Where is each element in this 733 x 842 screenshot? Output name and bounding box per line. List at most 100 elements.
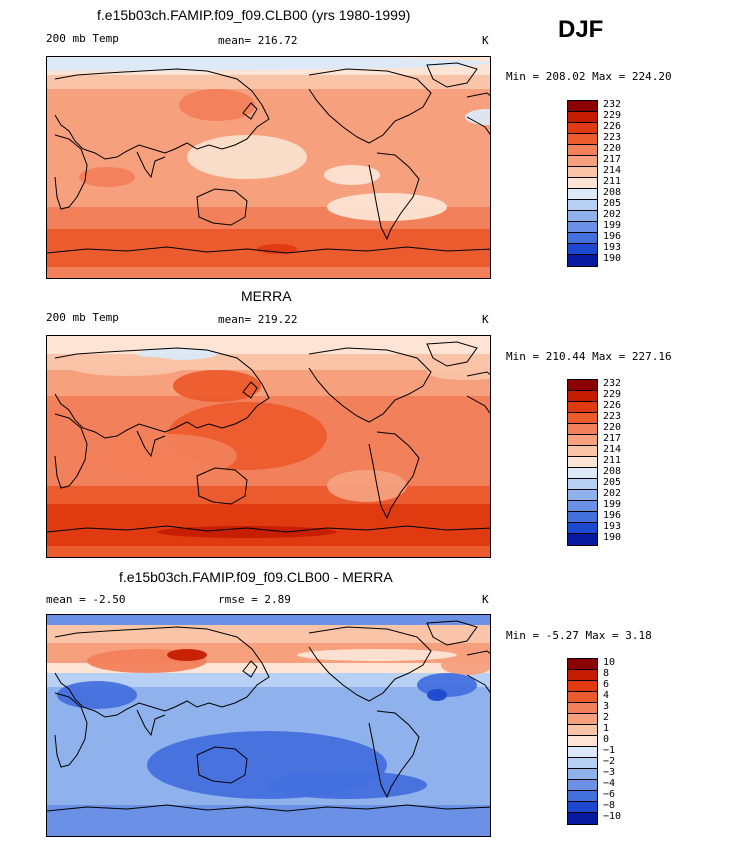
field-blob: [173, 370, 261, 402]
colorbar-tick-label: −3: [603, 767, 616, 778]
coastline: [54, 347, 270, 439]
colorbar-tick-label: 205: [603, 477, 622, 488]
field-band: [47, 546, 490, 557]
coastline: [426, 62, 478, 88]
colorbar-tick-label: −1: [603, 745, 616, 756]
coastlines: [47, 341, 490, 533]
colorbar-tick-label: −8: [603, 800, 616, 811]
panel-1-colorbar: [567, 100, 598, 267]
colorbar-tick-label: −10: [603, 811, 622, 822]
colorbar-swatch: [568, 156, 597, 167]
panel-3-map: [46, 614, 491, 837]
colorbar-tick-label: 208: [603, 187, 622, 198]
colorbar-tick-label: 199: [603, 220, 622, 231]
coastline: [308, 626, 432, 702]
field-blob: [57, 681, 137, 709]
panel-1-minmax: Min = 208.02 Max = 224.20: [506, 70, 672, 83]
coastline: [54, 68, 270, 160]
panel-1-colorbar-labels: 232 229 226 223 220 217 214 211 208 205 202 199 196 1…: [603, 99, 621, 264]
colorbar-swatch: [568, 222, 597, 233]
colorbar-swatch: [568, 255, 597, 266]
colorbar-swatch: [568, 391, 597, 402]
field-blob: [157, 526, 337, 538]
map-field: [47, 57, 490, 278]
colorbar-swatch: [568, 501, 597, 512]
field-band: [47, 486, 490, 504]
coastline: [426, 341, 478, 367]
coastline: [242, 102, 258, 120]
colorbar-tick-label: −2: [603, 756, 616, 767]
coastline: [466, 92, 490, 136]
colorbar-tick-label: −6: [603, 789, 616, 800]
coastline: [47, 246, 490, 254]
colorbar-tick-label: 205: [603, 198, 622, 209]
colorbar-swatch: [568, 167, 597, 178]
colorbar-tick-label: 214: [603, 444, 622, 455]
colorbar-swatch: [568, 670, 597, 681]
field-blob: [47, 57, 490, 71]
panel-1-map: [46, 56, 491, 279]
colorbar-tick-label: 196: [603, 231, 622, 242]
colorbar-tick-label: 6: [603, 679, 610, 690]
field-band: [47, 504, 490, 546]
coastline: [196, 746, 248, 784]
colorbar-swatch: [568, 123, 597, 134]
colorbar-swatch: [568, 233, 597, 244]
panel-3-units: K: [482, 593, 489, 606]
panel-3-minmax: Min = -5.27 Max = 3.18: [506, 629, 652, 642]
field-blob: [167, 649, 207, 661]
field-band: [47, 75, 490, 89]
coastline: [308, 68, 432, 144]
colorbar-tick-label: 229: [603, 110, 622, 121]
colorbar-tick-label: 208: [603, 466, 622, 477]
coastline: [54, 134, 88, 210]
colorbar-swatch: [568, 780, 597, 791]
map-field: [47, 336, 490, 557]
colorbar-tick-label: 193: [603, 521, 622, 532]
colorbar-swatch: [568, 769, 597, 780]
colorbar-swatch: [568, 413, 597, 424]
coastline: [368, 152, 420, 241]
field-blob: [327, 193, 447, 221]
coastline: [196, 188, 248, 226]
panel-2-variable: 200 mb Temp: [46, 311, 119, 324]
colorbar-swatch: [568, 244, 597, 255]
colorbar-swatch: [568, 736, 597, 747]
colorbar-tick-label: 4: [603, 690, 610, 701]
colorbar-swatch: [568, 479, 597, 490]
colorbar-tick-label: 193: [603, 242, 622, 253]
coastline: [242, 381, 258, 399]
panel-2-mean: mean= 219.22: [218, 313, 298, 326]
colorbar-swatch: [568, 457, 597, 468]
field-band: [47, 615, 490, 625]
map-field: [47, 615, 490, 836]
colorbar-tick-label: 214: [603, 165, 622, 176]
colorbar-swatch: [568, 446, 597, 457]
coastlines: [47, 62, 490, 254]
colorbar-tick-label: 199: [603, 499, 622, 510]
field-band: [47, 805, 490, 836]
coastline: [47, 525, 490, 533]
coastline: [368, 710, 420, 799]
field-blob: [427, 364, 490, 380]
colorbar-swatch: [568, 714, 597, 725]
panel-3-mean: mean = -2.50: [46, 593, 126, 606]
colorbar-tick-label: 229: [603, 389, 622, 400]
coastline: [54, 413, 88, 489]
colorbar-swatch: [568, 758, 597, 769]
colorbar-swatch: [568, 512, 597, 523]
field-blob: [267, 771, 427, 799]
coastline: [54, 692, 88, 768]
field-blob: [324, 165, 380, 185]
panel-2-units: K: [482, 313, 489, 326]
panel-1-units: K: [482, 34, 489, 47]
colorbar-tick-label: 217: [603, 433, 622, 444]
colorbar-swatch: [568, 659, 597, 670]
panel-3-title: f.e15b03ch.FAMIP.f09_f09.CLB00 - MERRA: [119, 569, 393, 585]
colorbar-tick-label: 202: [603, 488, 622, 499]
coastline: [47, 804, 490, 812]
colorbar-swatch: [568, 791, 597, 802]
colorbar-tick-label: 220: [603, 422, 622, 433]
season-label: DJF: [558, 16, 604, 43]
colorbar-swatch: [568, 112, 597, 123]
